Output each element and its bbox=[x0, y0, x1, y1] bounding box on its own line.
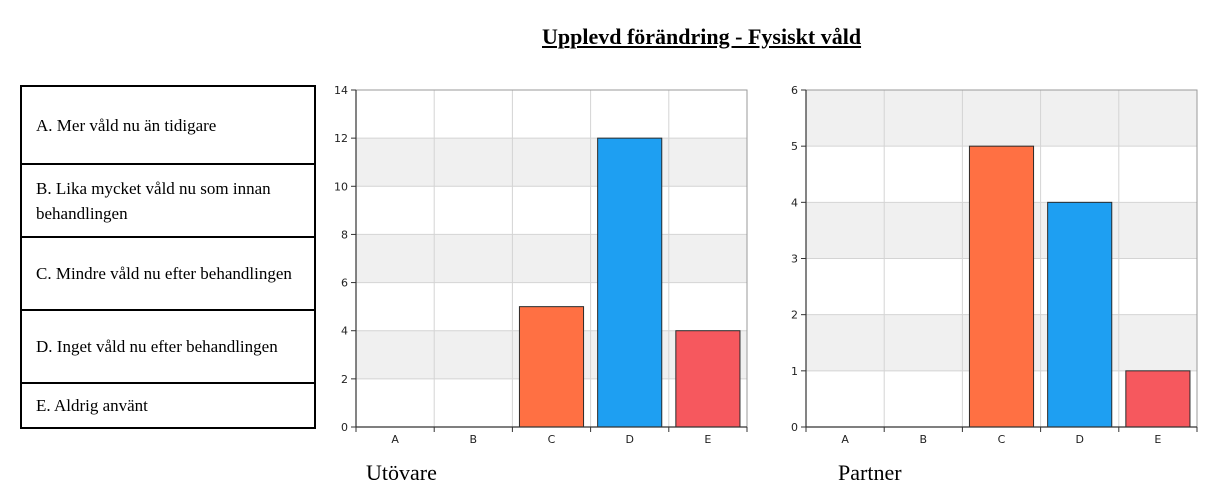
x-tick-label: A bbox=[391, 433, 399, 445]
x-tick-label: C bbox=[548, 433, 556, 445]
grid-band bbox=[356, 234, 747, 283]
x-tick-label: B bbox=[470, 433, 478, 445]
chart-svg: 0 2 4 6 8 10 12 14 A B C D E bbox=[334, 84, 748, 445]
bar-d bbox=[597, 137, 663, 428]
y-tick-label: 6 bbox=[341, 277, 348, 290]
bar-c bbox=[968, 145, 1035, 428]
y-tick-label: 2 bbox=[341, 373, 348, 386]
y-tick-label: 6 bbox=[791, 84, 798, 97]
y-tick-label: 5 bbox=[791, 140, 798, 153]
grid-band bbox=[356, 90, 747, 139]
y-tick-label: 1 bbox=[791, 365, 798, 378]
legend-item-c: C. Mindre våld nu efter behandlingen bbox=[22, 238, 314, 311]
y-tick-label: 10 bbox=[334, 180, 348, 193]
utovare-chart: 0 2 4 6 8 10 12 14 A B C D E bbox=[326, 80, 751, 445]
bar-e bbox=[675, 330, 741, 428]
y-tick-label: 14 bbox=[334, 84, 348, 97]
y-tick-label: 2 bbox=[791, 309, 798, 322]
bar-c bbox=[518, 306, 585, 428]
partner-caption: Partner bbox=[838, 460, 902, 485]
bar-e bbox=[1125, 370, 1191, 428]
x-tick-label: B bbox=[920, 433, 928, 445]
utovare-caption: Utövare bbox=[366, 460, 437, 485]
y-tick-label: 0 bbox=[791, 421, 798, 434]
x-tick-label: A bbox=[841, 433, 849, 445]
x-tick-label: E bbox=[704, 433, 711, 445]
x-tick-label: E bbox=[1154, 433, 1161, 445]
x-tick-label: D bbox=[1075, 433, 1083, 445]
category-legend: A. Mer våld nu än tidigare B. Lika mycke… bbox=[20, 85, 316, 429]
legend-item-e: E. Aldrig använt bbox=[36, 396, 148, 415]
y-tick-label: 0 bbox=[341, 421, 348, 434]
grid-band bbox=[356, 138, 747, 187]
page-title: Upplevd förändring - Fysiskt våld bbox=[542, 24, 862, 49]
y-tick-label: 12 bbox=[334, 132, 348, 145]
grid-band bbox=[806, 90, 1197, 147]
legend-item-b: B. Lika mycket våld nu som innan behandl… bbox=[22, 165, 314, 238]
legend-item-a: A. Mer våld nu än tidigare bbox=[22, 87, 314, 165]
legend-item-d: D. Inget våld nu efter behandlingen bbox=[22, 311, 314, 384]
x-tick-label: C bbox=[998, 433, 1006, 445]
partner-chart: 0 1 2 3 4 5 6 A B C D E bbox=[776, 80, 1201, 445]
y-tick-label: 3 bbox=[791, 253, 798, 266]
chart-svg: 0 1 2 3 4 5 6 A B C D E bbox=[791, 84, 1198, 445]
bar-d bbox=[1047, 201, 1113, 428]
y-tick-label: 8 bbox=[341, 228, 348, 241]
x-tick-label: D bbox=[625, 433, 633, 445]
grid-band bbox=[356, 186, 747, 235]
y-tick-label: 4 bbox=[341, 325, 348, 338]
y-tick-label: 4 bbox=[791, 196, 798, 209]
